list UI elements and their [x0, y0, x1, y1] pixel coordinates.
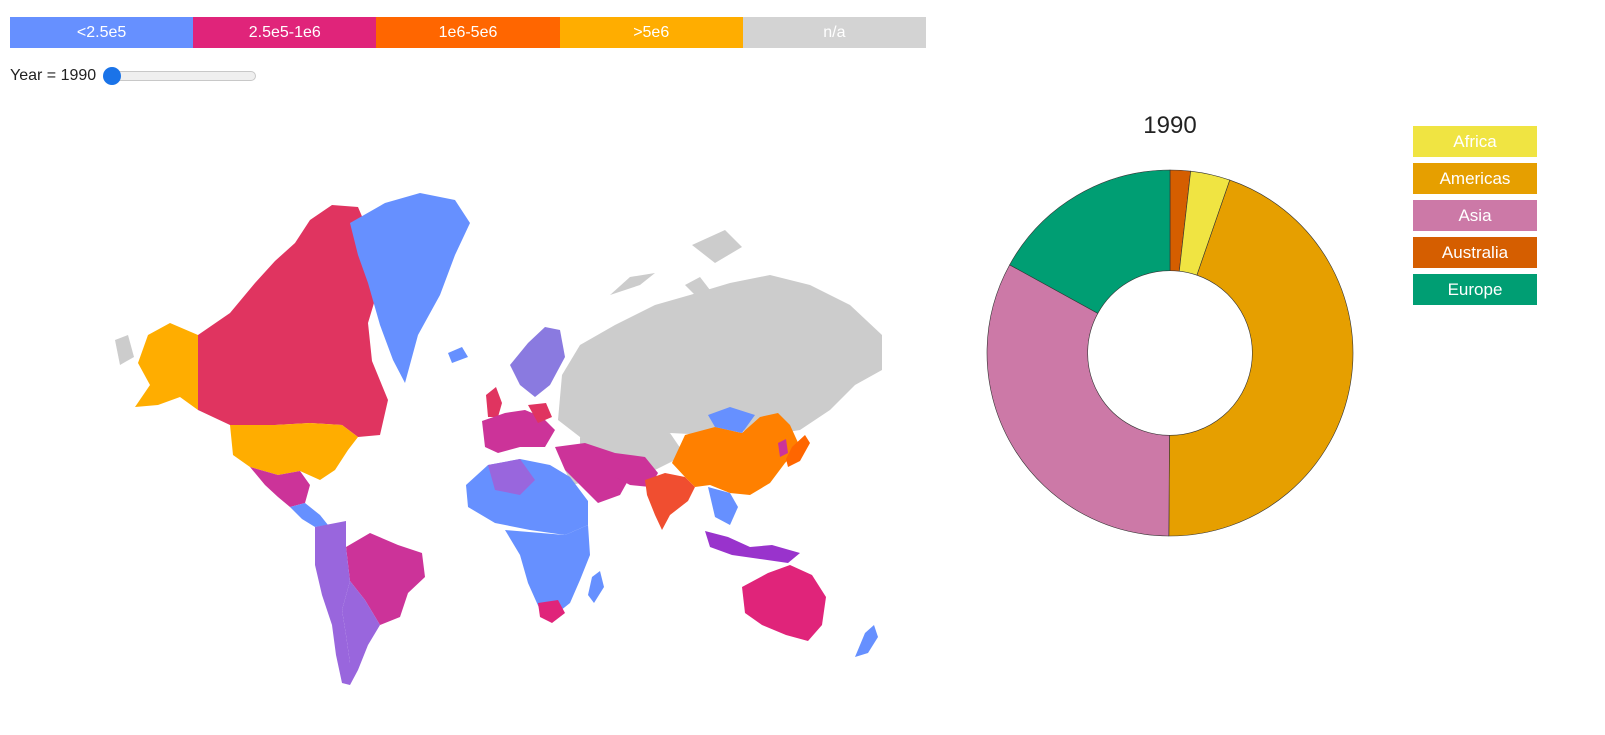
region-brazil[interactable] [346, 533, 425, 625]
world-choropleth-map [115, 193, 882, 685]
year-control: Year = 1990 [10, 64, 257, 88]
scale-item-lt-2.5e5[interactable]: <2.5e5 [10, 17, 194, 48]
scale-item-na[interactable]: n/a [742, 17, 927, 48]
region-uk[interactable] [486, 387, 502, 417]
region-andean[interactable] [315, 521, 350, 685]
legend-item-americas[interactable]: Americas [1413, 163, 1537, 194]
region-turkey-mideast[interactable] [555, 443, 630, 503]
legend-label: Australia [1441, 242, 1509, 262]
region-madagascar[interactable] [588, 571, 604, 603]
year-slider[interactable] [103, 67, 257, 85]
legend-item-africa[interactable]: Africa [1413, 126, 1537, 157]
scale-item-label: 1e6-5e6 [438, 23, 498, 41]
scale-item-1e6-5e6[interactable]: 1e6-5e6 [376, 17, 560, 48]
population-scale-legend: <2.5e5 2.5e5-1e6 1e6-5e6 >5e6 n/a [10, 17, 927, 48]
region-mongolia[interactable] [708, 407, 755, 433]
region-new-zealand[interactable] [855, 625, 878, 657]
region-alaska[interactable] [135, 323, 198, 410]
donut-slice-americas[interactable] [1168, 179, 1354, 537]
region-china[interactable] [672, 413, 800, 495]
region-arctic-islands[interactable] [610, 230, 742, 295]
region-poland[interactable] [528, 403, 552, 423]
donut-slice-europe[interactable] [1009, 169, 1171, 314]
region-mexico[interactable] [250, 467, 310, 507]
region-korea[interactable] [778, 439, 788, 457]
region-indonesia[interactable] [705, 531, 800, 563]
region-central-america[interactable] [290, 503, 328, 527]
region-australia[interactable] [742, 565, 826, 641]
scale-item-2.5e5-1e6[interactable]: 2.5e5-1e6 [193, 17, 377, 48]
region-canada[interactable] [198, 205, 388, 437]
donut-slices [986, 169, 1354, 537]
region-sahel[interactable] [488, 459, 535, 495]
legend-label: Asia [1458, 205, 1492, 225]
legend-item-asia[interactable]: Asia [1413, 200, 1537, 231]
region-usa[interactable] [230, 423, 358, 480]
legend-item-australia[interactable]: Australia [1413, 237, 1537, 268]
year-slider-thumb[interactable] [103, 67, 122, 85]
region-argentina[interactable] [342, 581, 380, 685]
legend-label: Africa [1453, 131, 1497, 151]
continent-legend: Africa Americas Asia Australia Europe [1413, 126, 1537, 311]
region-iran-pakistan[interactable] [615, 453, 658, 487]
scale-item-label: 2.5e5-1e6 [248, 23, 321, 41]
region-india[interactable] [645, 473, 695, 530]
region-scandinavia[interactable] [510, 327, 565, 397]
chart-title: 1990 [1143, 112, 1196, 139]
year-label: Year = 1990 [10, 67, 97, 84]
region-central-africa[interactable] [505, 525, 590, 615]
scale-item-label: >5e6 [633, 23, 670, 41]
legend-item-europe[interactable]: Europe [1413, 274, 1537, 305]
region-iceland[interactable] [448, 347, 468, 363]
region-south-africa[interactable] [538, 600, 565, 623]
legend-label: Americas [1439, 168, 1511, 188]
region-greenland[interactable] [350, 193, 470, 383]
scale-item-label: n/a [823, 23, 846, 41]
scale-item-gt-5e6[interactable]: >5e6 [559, 17, 743, 48]
region-alaska-west[interactable] [115, 335, 134, 365]
region-japan[interactable] [786, 435, 810, 467]
continent-donut-chart: 1990 [986, 112, 1354, 537]
scale-item-label: <2.5e5 [76, 23, 127, 41]
donut-slice-asia[interactable] [986, 264, 1170, 537]
region-southeast-asia[interactable] [708, 487, 738, 525]
legend-label: Europe [1447, 279, 1503, 299]
region-russia[interactable] [558, 275, 882, 447]
